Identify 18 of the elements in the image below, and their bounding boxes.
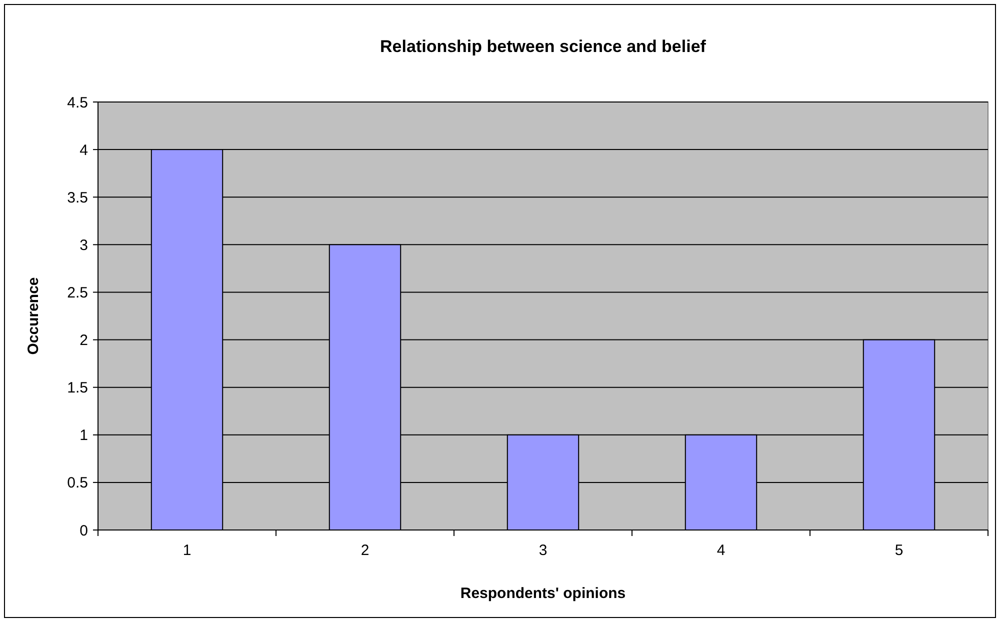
- y-tick-label: 3.5: [67, 189, 88, 206]
- y-tick-label: 0.5: [67, 474, 88, 492]
- y-tick-label: 2: [80, 332, 88, 350]
- x-tick-label: 4: [716, 542, 726, 559]
- chart-title: Relationship between science and belief: [380, 37, 706, 56]
- y-tick-label: 2.5: [67, 284, 88, 302]
- y-tick-label: 3: [80, 236, 88, 254]
- y-tick-label: 1: [80, 427, 88, 444]
- x-tick-label: 2: [360, 542, 370, 559]
- y-tick-label: 1.5: [67, 380, 88, 397]
- y-tick-label: 0: [80, 522, 88, 540]
- x-tick-label: 3: [538, 542, 548, 559]
- y-tick-label: 4: [80, 142, 88, 159]
- x-tick-label: 5: [894, 542, 904, 559]
- x-tick-label: 1: [182, 542, 192, 559]
- y-axis-title: Occurence: [25, 277, 42, 355]
- x-axis-title: Respondents' opinions: [460, 585, 626, 602]
- y-tick-label: 4.5: [67, 94, 88, 112]
